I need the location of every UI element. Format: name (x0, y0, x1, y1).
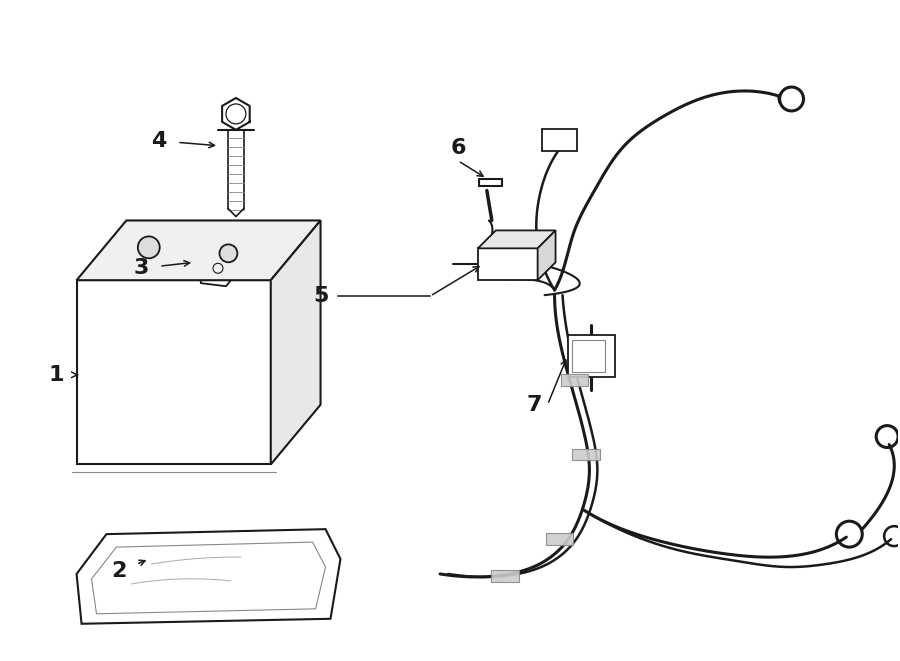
Text: 1: 1 (49, 365, 65, 385)
Text: 6: 6 (450, 137, 465, 158)
Polygon shape (561, 374, 589, 386)
Polygon shape (196, 249, 241, 286)
Polygon shape (491, 570, 518, 582)
Polygon shape (76, 221, 320, 280)
Text: 2: 2 (112, 561, 127, 581)
Polygon shape (76, 280, 271, 465)
Polygon shape (196, 243, 251, 258)
Polygon shape (545, 533, 573, 545)
Circle shape (220, 245, 238, 262)
Polygon shape (572, 449, 600, 461)
Polygon shape (271, 221, 320, 465)
Polygon shape (537, 231, 555, 280)
Text: 4: 4 (151, 131, 166, 151)
Polygon shape (542, 129, 578, 151)
Text: 7: 7 (526, 395, 543, 414)
Polygon shape (568, 335, 616, 377)
Text: 5: 5 (313, 286, 328, 306)
Polygon shape (478, 249, 537, 280)
Circle shape (138, 237, 159, 258)
Text: 3: 3 (133, 258, 149, 278)
Polygon shape (478, 231, 555, 249)
